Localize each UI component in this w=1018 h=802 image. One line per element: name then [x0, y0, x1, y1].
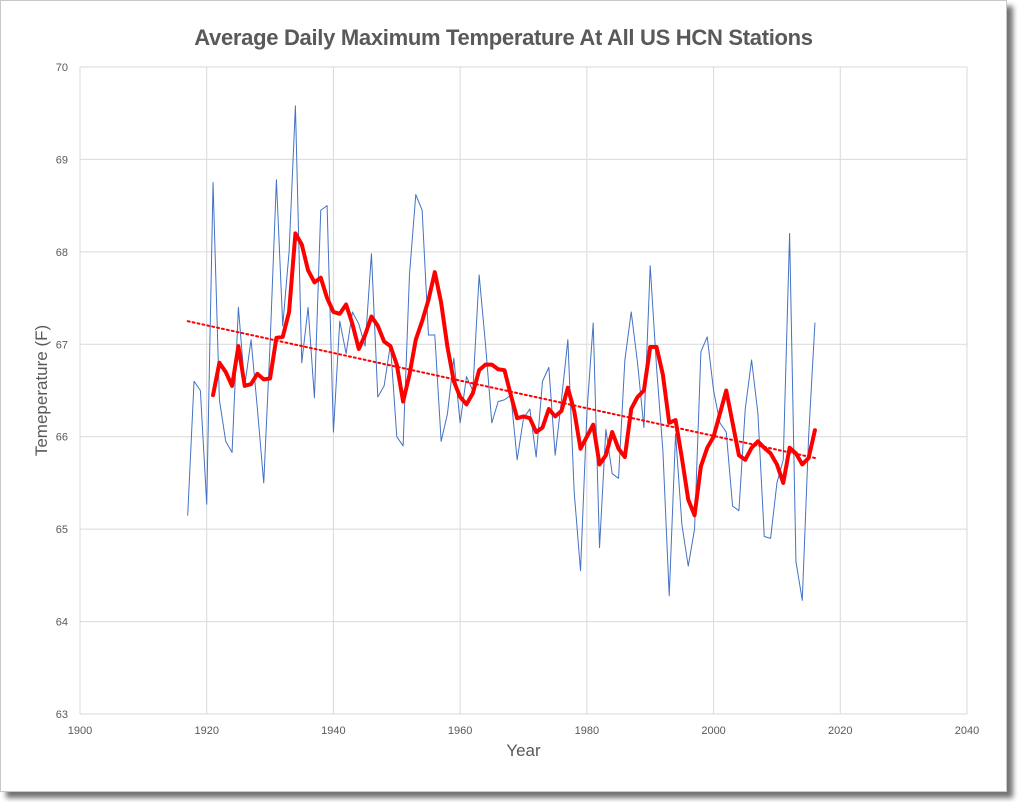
series-line-annual — [187, 105, 816, 601]
x-tick-label: 1960 — [448, 725, 472, 737]
series-trendline — [186, 320, 816, 459]
series-line-moving-average — [211, 231, 817, 518]
y-tick-labels: 63 64 65 66 67 68 69 70 — [56, 62, 68, 721]
y-tick-label: 67 — [56, 339, 68, 351]
chart-frame: Average Daily Maximum Temperature At All… — [0, 0, 1007, 792]
chart-title: Average Daily Maximum Temperature At All… — [194, 25, 813, 50]
y-tick-label: 69 — [56, 154, 68, 166]
y-tick-label: 63 — [56, 709, 68, 721]
x-tick-label: 1980 — [575, 725, 599, 737]
x-axis-title: Year — [506, 741, 541, 760]
series-group — [186, 105, 817, 601]
y-tick-label: 66 — [56, 432, 68, 444]
x-tick-label: 2020 — [828, 725, 852, 737]
x-tick-label: 1940 — [321, 725, 345, 737]
x-tick-label: 2040 — [955, 725, 979, 737]
x-tick-label: 2000 — [701, 725, 725, 737]
x-tick-label: 1920 — [194, 725, 218, 737]
y-tick-label: 68 — [56, 247, 68, 259]
y-tick-label: 70 — [56, 62, 68, 74]
y-tick-label: 64 — [56, 617, 68, 629]
gridlines — [79, 66, 968, 715]
y-tick-label: 65 — [56, 524, 68, 536]
y-axis-title: Temeperature (F) — [32, 325, 51, 456]
x-tick-label: 1900 — [68, 725, 92, 737]
x-tick-labels: 1900 1920 1940 1960 1980 2000 2020 2040 — [68, 725, 979, 737]
